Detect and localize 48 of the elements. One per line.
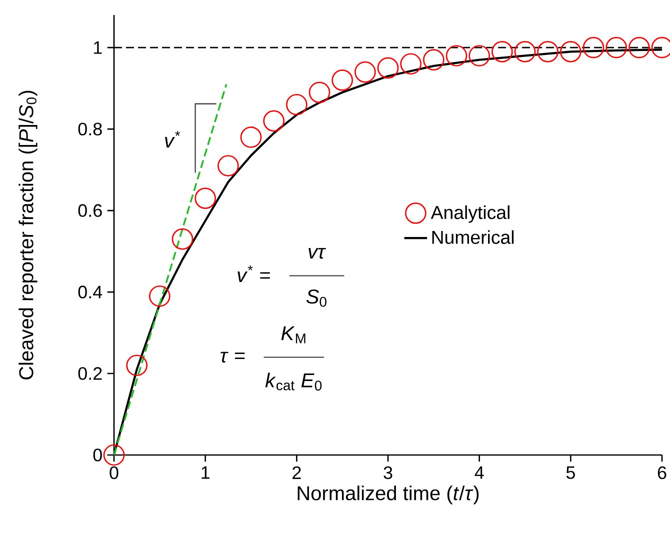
point bbox=[103, 444, 125, 466]
point bbox=[537, 40, 559, 62]
y-tick-label: 0.6 bbox=[78, 204, 102, 217]
annotation: K$_{M}$ bbox=[281, 326, 306, 344]
point bbox=[218, 155, 239, 176]
annotation: τ = bbox=[220, 352, 245, 363]
x-tick-label: 2 bbox=[292, 466, 301, 479]
x-tick-label: 1 bbox=[202, 466, 210, 479]
point bbox=[514, 40, 536, 62]
y-tick-label: 1 bbox=[94, 41, 102, 54]
legend-label: Numerical bbox=[432, 230, 514, 244]
point bbox=[126, 354, 148, 376]
annotation: k$_{cat}$ E$_{0}$ bbox=[265, 372, 322, 391]
point bbox=[582, 36, 604, 58]
point bbox=[446, 45, 468, 66]
x-tick-label: 4 bbox=[474, 466, 484, 479]
y-tick-label: 0 bbox=[93, 448, 102, 462]
point bbox=[377, 57, 399, 79]
x-axis-title: Normalized time (t/τ) bbox=[298, 486, 479, 504]
point bbox=[308, 82, 330, 104]
point bbox=[560, 40, 582, 62]
y-tick-label: 0.4 bbox=[78, 286, 102, 298]
point bbox=[240, 126, 262, 148]
annotation: v$^{*}$ bbox=[165, 130, 180, 148]
x-tick-label: 5 bbox=[566, 466, 575, 479]
point bbox=[628, 36, 650, 58]
annotation: S$_{0}$ bbox=[306, 290, 326, 307]
point bbox=[286, 94, 308, 116]
point bbox=[354, 61, 376, 83]
point bbox=[149, 285, 170, 307]
point bbox=[423, 49, 444, 70]
point bbox=[468, 45, 490, 66]
point bbox=[263, 110, 285, 132]
point bbox=[606, 36, 628, 58]
point bbox=[172, 228, 194, 250]
point bbox=[492, 40, 513, 62]
annotation: v$^{*}$ = bbox=[238, 265, 270, 282]
point bbox=[332, 70, 354, 91]
legend-label: Analytical bbox=[430, 205, 510, 223]
y-tick-label: 0.2 bbox=[78, 367, 102, 380]
x-tick-label: 6 bbox=[658, 466, 666, 480]
y-tick-label: 0.8 bbox=[78, 122, 102, 136]
point bbox=[400, 53, 422, 75]
x-tick-label: 3 bbox=[384, 466, 392, 480]
y-axis-title: Cleaved reporter fraction ([P]/S$_{0}$) bbox=[18, 90, 38, 380]
point bbox=[194, 188, 216, 209]
x-tick-label: 0 bbox=[110, 466, 118, 480]
annotation: vτ bbox=[308, 248, 326, 259]
